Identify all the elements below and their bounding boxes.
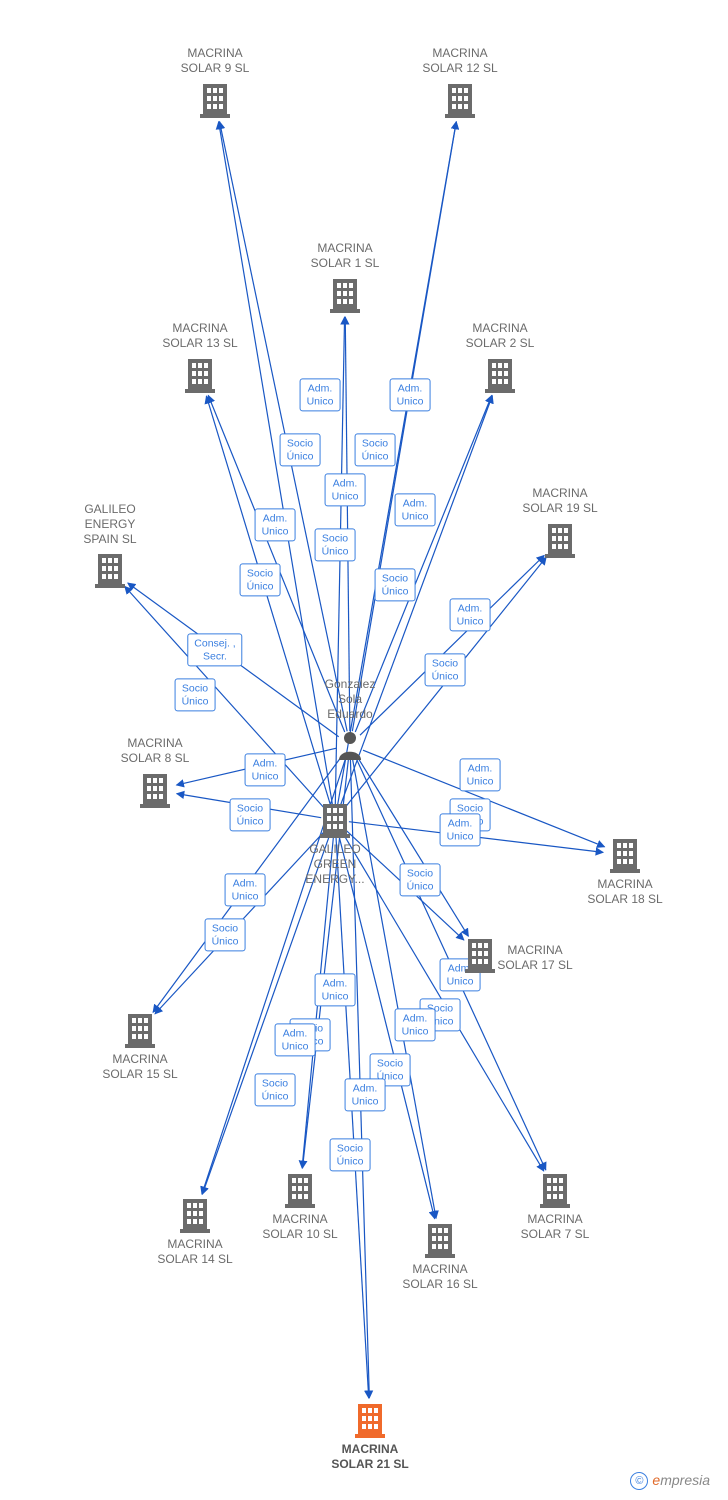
edge-label: Adm. Unico xyxy=(450,598,491,631)
edge xyxy=(345,317,350,731)
edge-label: Socio Único xyxy=(375,568,416,601)
node-label: MACRINA SOLAR 7 SL xyxy=(521,1212,590,1242)
building-icon[interactable] xyxy=(185,357,215,393)
node-label: Gonzalez Sola Eduardo xyxy=(325,677,376,722)
building-icon[interactable] xyxy=(355,1402,385,1438)
node-label: GALILEO GREEN ENERGY... xyxy=(305,842,364,887)
building-icon[interactable] xyxy=(610,837,640,873)
building-icon[interactable] xyxy=(445,82,475,118)
node-label: MACRINA SOLAR 1 SL xyxy=(311,241,380,271)
building-icon[interactable] xyxy=(180,1197,210,1233)
edge-label: Adm. Unico xyxy=(275,1023,316,1056)
edge-label: Adm. Unico xyxy=(395,1008,436,1041)
building-icon[interactable] xyxy=(140,772,170,808)
edge-label: Socio Único xyxy=(230,798,271,831)
edge-label: Adm. Unico xyxy=(300,378,341,411)
node-label: MACRINA SOLAR 16 SL xyxy=(402,1262,477,1292)
edge-label: Socio Único xyxy=(425,653,466,686)
building-icon[interactable] xyxy=(95,552,125,588)
node-label: MACRINA SOLAR 2 SL xyxy=(466,321,535,351)
building-icon[interactable] xyxy=(465,937,495,973)
edge-label: Adm. Unico xyxy=(395,493,436,526)
edge-label: Consej. , Secr. xyxy=(187,633,242,666)
building-icon[interactable] xyxy=(330,277,360,313)
building-icon[interactable] xyxy=(125,1012,155,1048)
credit: ©empresia xyxy=(630,1472,710,1490)
node-label: MACRINA SOLAR 10 SL xyxy=(262,1212,337,1242)
building-icon[interactable] xyxy=(320,802,350,838)
edge xyxy=(336,834,369,1398)
edge-layer xyxy=(0,0,728,1500)
node-label: MACRINA SOLAR 12 SL xyxy=(422,46,497,76)
edge-label: Adm. Unico xyxy=(225,873,266,906)
edge-label: Adm. Unico xyxy=(245,753,286,786)
edge-label: Socio Único xyxy=(400,863,441,896)
node-label: MACRINA SOLAR 14 SL xyxy=(157,1237,232,1267)
edge-label: Socio Único xyxy=(315,528,356,561)
building-icon[interactable] xyxy=(485,357,515,393)
edge-label: Adm. Unico xyxy=(390,378,431,411)
edge-label: Adm. Unico xyxy=(325,473,366,506)
node-label: MACRINA SOLAR 9 SL xyxy=(181,46,250,76)
edge-label: Socio Único xyxy=(175,678,216,711)
edge-label: Adm. Unico xyxy=(460,758,501,791)
node-label: MACRINA SOLAR 8 SL xyxy=(121,736,190,766)
edge xyxy=(202,833,330,1194)
edge-label: Socio Único xyxy=(355,433,396,466)
building-icon[interactable] xyxy=(285,1172,315,1208)
node-label: MACRINA SOLAR 17 SL xyxy=(497,943,572,973)
edge xyxy=(357,757,468,936)
edge-label: Socio Único xyxy=(205,918,246,951)
node-label: MACRINA SOLAR 15 SL xyxy=(102,1052,177,1082)
edge-label: Adm. Unico xyxy=(255,508,296,541)
node-label: GALILEO ENERGY SPAIN SL xyxy=(83,502,136,547)
node-label: MACRINA SOLAR 19 SL xyxy=(522,486,597,516)
node-label: MACRINA SOLAR 21 SL xyxy=(331,1442,408,1472)
building-icon[interactable] xyxy=(425,1222,455,1258)
edge-label: Socio Único xyxy=(255,1073,296,1106)
edge-label: Socio Único xyxy=(240,563,281,596)
node-label: MACRINA SOLAR 13 SL xyxy=(162,321,237,351)
building-icon[interactable] xyxy=(545,522,575,558)
node-label: MACRINA SOLAR 18 SL xyxy=(587,877,662,907)
edge-label: Socio Único xyxy=(280,433,321,466)
building-icon[interactable] xyxy=(200,82,230,118)
edge-label: Adm. Unico xyxy=(440,813,481,846)
building-icon[interactable] xyxy=(540,1172,570,1208)
edge-label: Adm. Unico xyxy=(315,973,356,1006)
person-icon[interactable] xyxy=(337,730,363,760)
edge-label: Adm. Unico xyxy=(345,1078,386,1111)
edge-label: Socio Único xyxy=(330,1138,371,1171)
